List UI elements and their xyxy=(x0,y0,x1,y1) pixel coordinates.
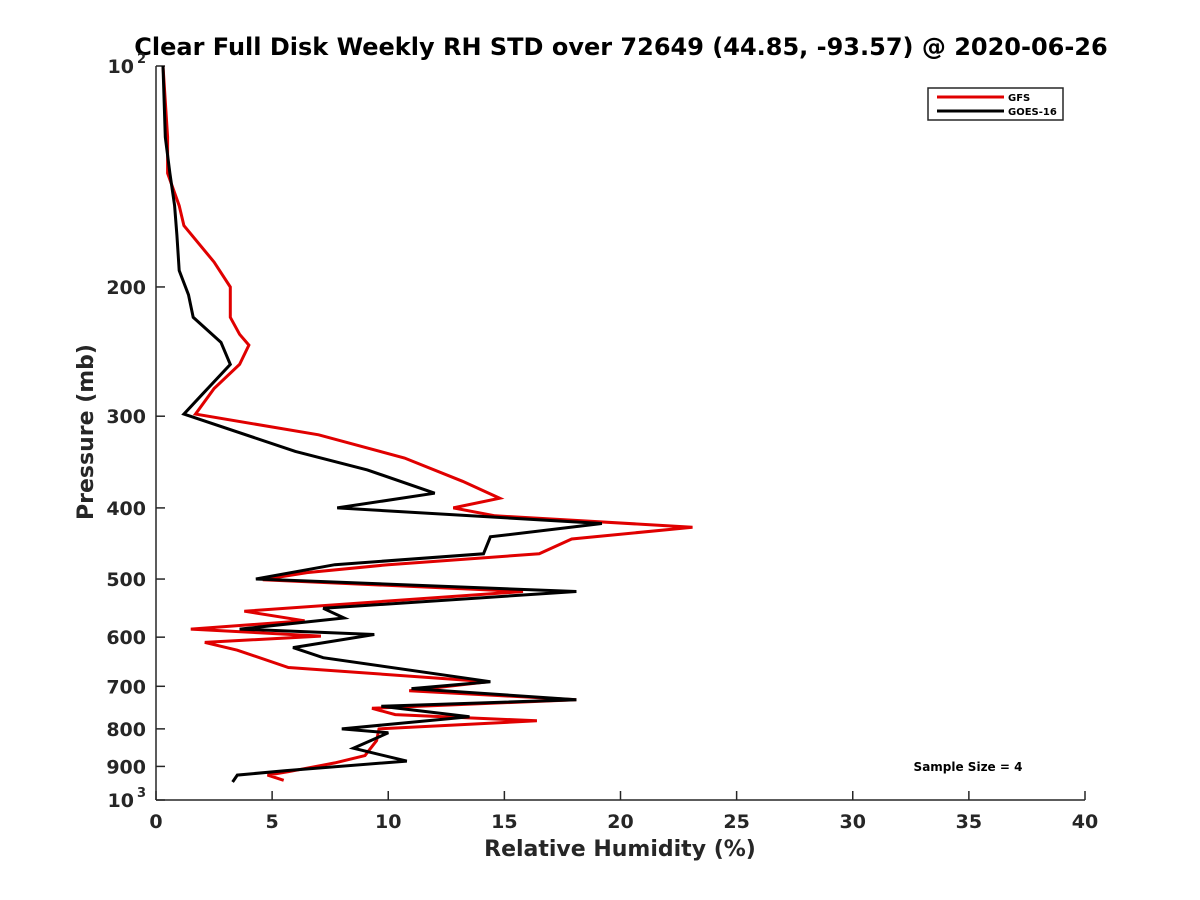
legend: GFS GOES-16 xyxy=(927,87,1064,121)
legend-box xyxy=(927,87,1064,121)
x-tick-label-0: 0 xyxy=(149,811,162,833)
y-tick-label-200: 200 xyxy=(106,277,146,299)
x-axis-label: Relative Humidity (%) xyxy=(484,837,756,862)
x-tick-label-20: 20 xyxy=(607,811,633,833)
x-tick-label-40: 40 xyxy=(1072,811,1098,833)
y-tick-label-600: 600 xyxy=(106,627,146,649)
y-tick-label-900: 900 xyxy=(106,756,146,778)
y-tick-label-100-exp: 2 xyxy=(137,52,146,67)
series-layer xyxy=(161,65,693,783)
y-tick-label-300: 300 xyxy=(106,406,146,428)
legend-label-goes-16: GOES-16 xyxy=(1008,107,1057,118)
y-tick-label-1000-base: 10 xyxy=(108,790,134,812)
x-tick-label-30: 30 xyxy=(840,811,866,833)
y-axis-label: Pressure (mb) xyxy=(74,344,99,520)
series-line-goes-16 xyxy=(161,65,603,783)
x-tick-label-10: 10 xyxy=(375,811,401,833)
y-tick-label-500: 500 xyxy=(106,569,146,591)
x-tick-label-25: 25 xyxy=(723,811,749,833)
x-tick-label-5: 5 xyxy=(266,811,279,833)
x-tick-label-35: 35 xyxy=(956,811,982,833)
y-tick-label-1000-exp: 3 xyxy=(137,786,146,801)
legend-label-gfs: GFS xyxy=(1008,93,1030,104)
x-tick-label-15: 15 xyxy=(491,811,517,833)
sample-size-annotation: Sample Size = 4 xyxy=(914,760,1023,774)
chart-title: Clear Full Disk Weekly RH STD over 72649… xyxy=(134,33,1107,61)
y-tick-label-100-base: 10 xyxy=(108,56,134,78)
y-tick-label-800: 800 xyxy=(106,719,146,741)
y-tick-label-400: 400 xyxy=(106,498,146,520)
y-tick-label-700: 700 xyxy=(106,676,146,698)
